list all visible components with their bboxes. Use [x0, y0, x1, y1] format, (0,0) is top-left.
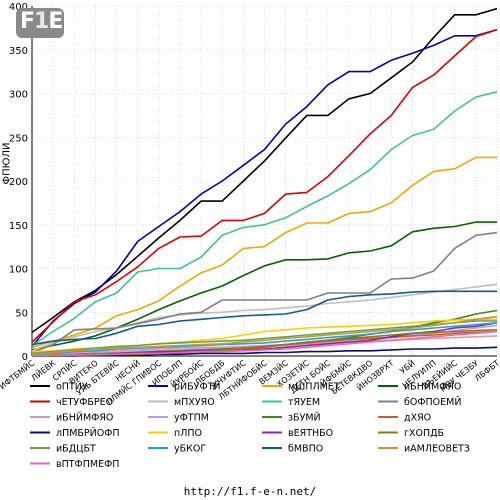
- legend-label: уБКОГ: [174, 444, 206, 455]
- series-line: [31, 320, 497, 355]
- y-tick-label: 150: [9, 221, 28, 232]
- y-tick-label: 100: [9, 265, 28, 276]
- legend-label: иБНЙМФЯО: [404, 381, 461, 393]
- series-line: [31, 221, 497, 351]
- y-tick-label: 350: [9, 46, 28, 57]
- y-tick-label: 0: [22, 352, 28, 363]
- legend-label: вЕЯТНБО: [288, 428, 333, 439]
- y-tick-label: 50: [15, 308, 28, 319]
- y-axis-label: ФПЮЛИ: [1, 142, 13, 185]
- y-tick-label: 400: [9, 2, 28, 13]
- series-line: [31, 315, 498, 356]
- series-line: [31, 330, 498, 357]
- y-tick-label: 300: [9, 90, 28, 101]
- legend-label: иАМЛЕОВЕТЗ: [404, 444, 470, 455]
- footer-url[interactable]: http://f1.f-e-n.net/: [183, 485, 317, 498]
- legend-label: бОФПОЕМЙ: [404, 396, 461, 408]
- y-tick-label: 250: [9, 133, 28, 144]
- legend-label: пЛПО: [174, 428, 202, 439]
- y-tick-label: 200: [9, 177, 28, 188]
- series-line: [31, 156, 497, 349]
- series-line: [31, 322, 498, 356]
- legend-label: лПМБРЙОФП: [56, 427, 120, 439]
- series-line: [31, 28, 498, 343]
- legend-label: мШПЛМЕТ: [288, 382, 340, 393]
- legend-label: оПТЙУ: [56, 381, 88, 393]
- legend-label: рЙБУФТЙ: [174, 381, 221, 393]
- legend-label: дХЯО: [404, 413, 431, 424]
- series-line: [31, 335, 498, 357]
- series-line: [31, 7, 498, 334]
- legend-label: иБДЦБТ: [56, 444, 96, 455]
- legend-label: вПТФПМЕФП: [56, 459, 119, 470]
- series-line: [31, 91, 498, 347]
- legend-label: чЕТУФБРЕО: [56, 397, 113, 408]
- series-line: [31, 231, 498, 354]
- legend-label: уФТПМ: [174, 413, 209, 424]
- legend-label: зБУМЙ: [288, 412, 321, 424]
- series-line: [31, 290, 497, 346]
- logo-text: F1EN: [20, 9, 81, 34]
- logo-box: [16, 8, 64, 38]
- legend-label: гХОПДБ: [404, 428, 444, 439]
- f1en-logo: F1EN: [16, 8, 100, 38]
- legend-label: мПХУЯО: [174, 397, 215, 408]
- legend-label: бМВПО: [288, 444, 323, 455]
- series-line: [31, 283, 498, 352]
- legend-label: иБНЙМФЯО: [56, 412, 113, 424]
- series-line: [31, 28, 498, 347]
- legend-label: тЯУЕМ: [288, 397, 320, 408]
